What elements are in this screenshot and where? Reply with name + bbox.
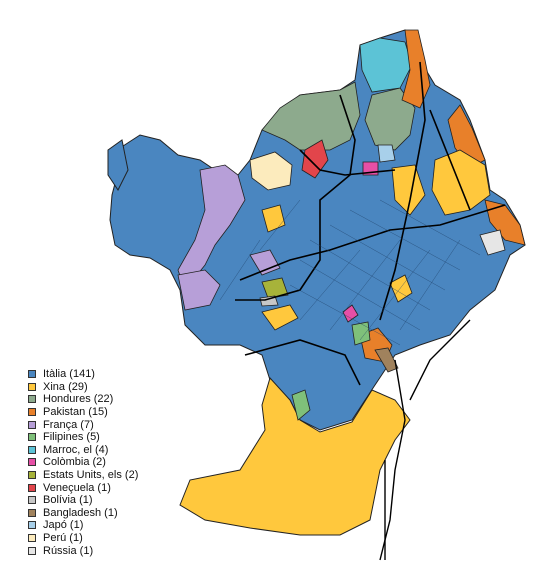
legend-item: Marroc, el (4) (28, 444, 138, 457)
legend-swatch (28, 471, 36, 480)
legend-swatch (28, 534, 36, 543)
legend-item: Perú (1) (28, 532, 138, 545)
region-japo (377, 144, 396, 163)
legend-swatch (28, 458, 36, 467)
legend-label: Bangladesh (1) (43, 506, 118, 519)
legend-item: Colòmbia (2) (28, 456, 138, 469)
legend-item: Pakistan (15) (28, 406, 138, 419)
region-italia-main (109, 29, 526, 431)
legend-swatch (28, 433, 36, 442)
legend-label: Filipines (5) (43, 431, 100, 444)
legend-item: Rússia (1) (28, 544, 138, 557)
legend-item: França (7) (28, 418, 138, 431)
legend-label: Bolívia (1) (43, 494, 93, 507)
legend-item: Hondures (22) (28, 393, 138, 406)
region-filipines-2 (291, 389, 311, 421)
legend-label: Itàlia (141) (43, 368, 95, 381)
legend-item: Bangladesh (1) (28, 507, 138, 520)
legend-swatch (28, 483, 36, 492)
region-bolivia (259, 295, 279, 307)
legend-swatch (28, 508, 36, 517)
legend-swatch (28, 445, 36, 454)
legend-item: Bolívia (1) (28, 494, 138, 507)
legend-item: Filipines (5) (28, 431, 138, 444)
legend-swatch (28, 521, 36, 530)
region-hondures (261, 81, 361, 151)
legend-label: Hondures (22) (43, 393, 114, 406)
legend-swatch (28, 420, 36, 429)
legend-swatch (28, 546, 36, 555)
legend-item: Veneçuela (1) (28, 481, 138, 494)
legend: Itàlia (141) Xina (29) Hondures (22) Pakist… (28, 368, 138, 557)
region-franca-3 (249, 249, 281, 276)
legend-item: Estats Units, els (2) (28, 469, 138, 482)
region-estats-units (261, 277, 289, 299)
block-lines (219, 199, 481, 346)
legend-swatch (28, 496, 36, 505)
region-colombia-2 (342, 304, 359, 323)
region-franca (177, 164, 246, 291)
legend-label: Xina (29) (43, 380, 88, 393)
region-xina-sants (261, 304, 299, 331)
legend-item: Xina (29) (28, 381, 138, 394)
legend-label: Marroc, el (4) (43, 443, 109, 456)
collserola-lobe (107, 139, 129, 191)
legend-label: Veneçuela (1) (43, 481, 111, 494)
legend-label: Japó (1) (43, 519, 84, 532)
region-xina-sarria (261, 204, 286, 233)
region-venecuela (301, 139, 329, 179)
legend-label: Rússia (1) (43, 544, 94, 557)
region-marroc (359, 37, 413, 93)
region-xina-port (179, 377, 411, 536)
legend-swatch (28, 370, 36, 379)
region-bangladesh (374, 347, 399, 373)
legend-label: França (7) (43, 418, 94, 431)
legend-label: Estats Units, els (2) (43, 469, 139, 482)
region-xina-east (431, 149, 491, 216)
region-xina-centre (389, 274, 413, 303)
legend-swatch (28, 408, 36, 417)
region-franca-2 (177, 269, 221, 311)
region-xina-gracia (391, 164, 426, 216)
legend-label: Perú (1) (43, 532, 83, 545)
legend-label: Pakistan (15) (43, 406, 108, 419)
legend-item: Japó (1) (28, 519, 138, 532)
region-russia (479, 229, 506, 256)
legend-swatch (28, 382, 36, 391)
legend-label: Colòmbia (2) (43, 456, 106, 469)
region-filipines (351, 321, 371, 346)
region-hondures-2 (364, 87, 416, 151)
legend-swatch (28, 395, 36, 404)
legend-item: Itàlia (141) (28, 368, 138, 381)
port-piers (379, 319, 471, 561)
region-peru (249, 151, 293, 191)
